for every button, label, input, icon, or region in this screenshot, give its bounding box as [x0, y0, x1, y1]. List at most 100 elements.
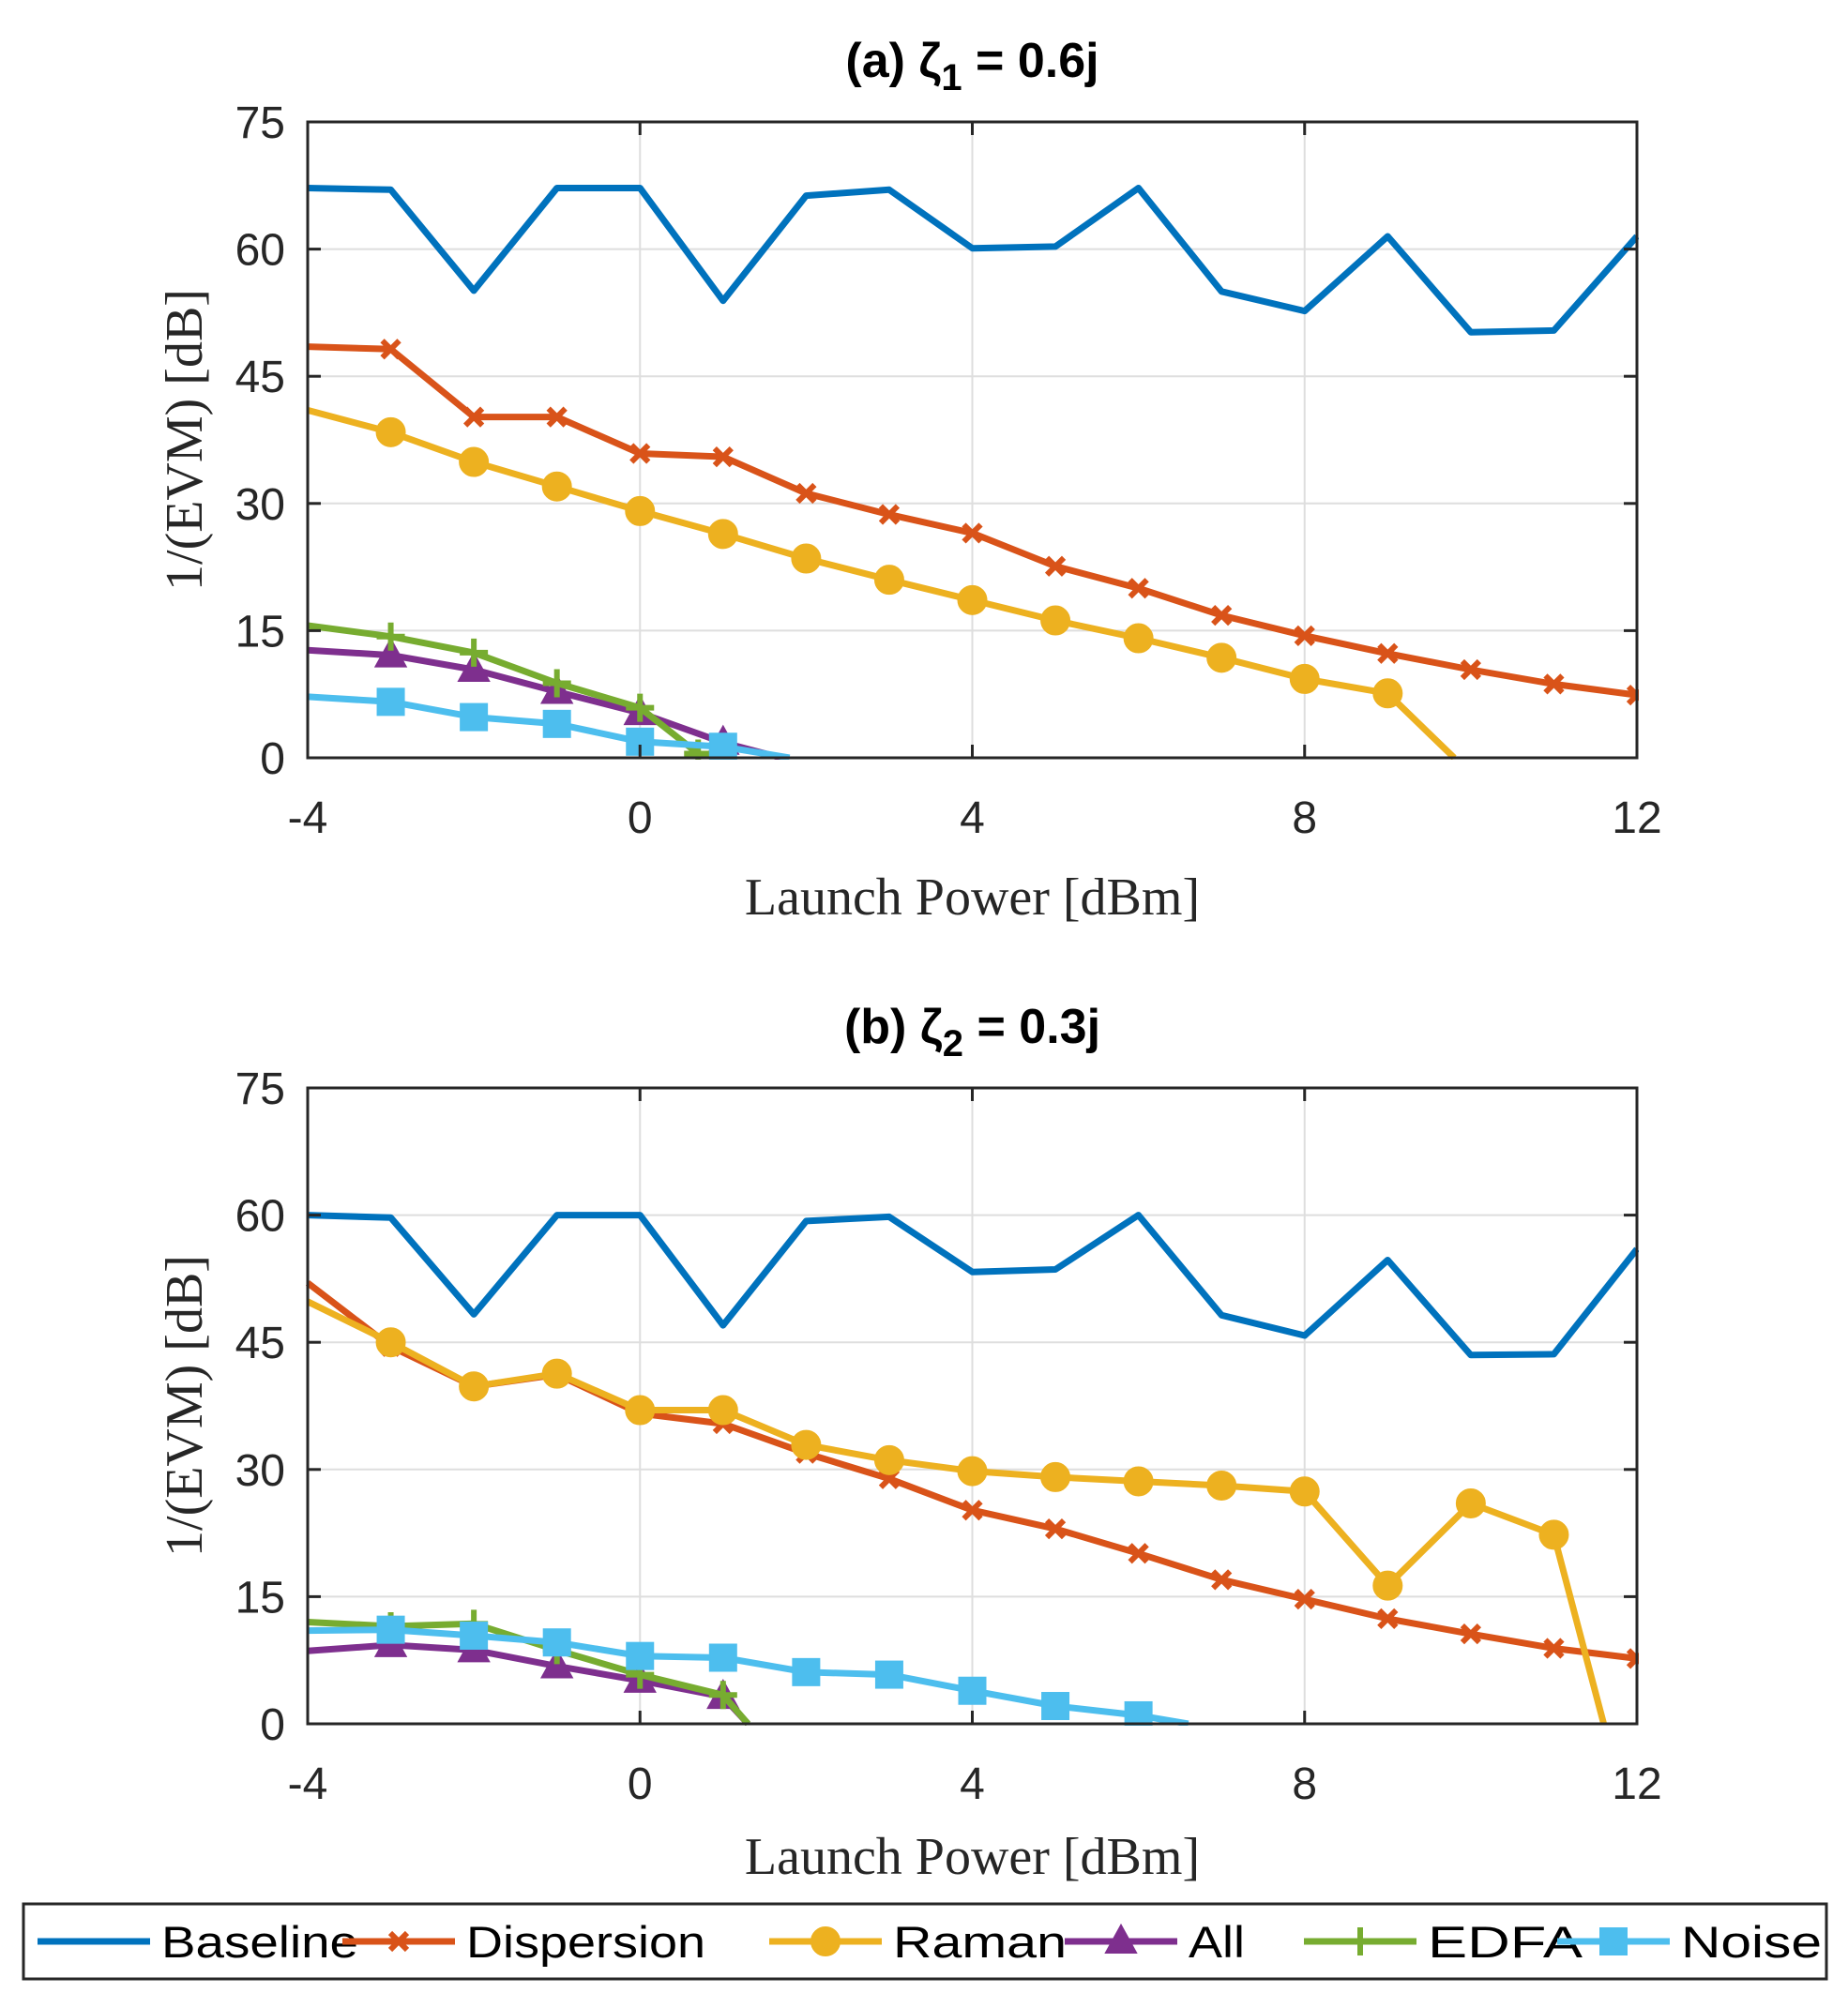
- marker-dispersion: [1460, 658, 1482, 681]
- marker-raman: [1289, 1476, 1320, 1507]
- marker-raman: [459, 446, 490, 477]
- y-tick-label: 60: [235, 226, 285, 276]
- marker-raman: [957, 584, 988, 615]
- marker-raman: [541, 471, 572, 502]
- legend-label-baseline: Baseline: [161, 1917, 358, 1967]
- marker-dispersion: [1294, 625, 1315, 646]
- marker-edfa: [460, 638, 489, 667]
- x-axis-label: Launch Power [dBm]: [745, 1828, 1200, 1886]
- y-axis-label: 1/(EVM) [dB]: [156, 289, 214, 591]
- marker-noise: [958, 1676, 987, 1705]
- legend-marker-edfa: [1346, 1927, 1374, 1955]
- marker-noise: [376, 1615, 405, 1644]
- marker-all: [457, 651, 491, 682]
- legend-label-raman: Raman: [893, 1917, 1067, 1967]
- marker-edfa: [626, 693, 655, 722]
- series-line-baseline: [307, 185, 1639, 336]
- legend-label-all: All: [1189, 1917, 1245, 1967]
- marker-raman: [873, 1444, 904, 1475]
- y-tick-label: 30: [235, 480, 285, 530]
- marker-raman: [791, 1429, 822, 1460]
- marker-dispersion: [878, 504, 901, 525]
- legend-entry-dispersion: Dispersion: [342, 1917, 705, 1967]
- marker-dispersion: [1044, 1517, 1067, 1540]
- marker-raman: [1123, 1466, 1154, 1497]
- series-group: [306, 1212, 1639, 1726]
- marker-raman: [375, 416, 406, 447]
- marker-noise: [708, 1643, 737, 1672]
- marker-raman: [707, 519, 738, 550]
- marker-noise: [542, 1628, 571, 1657]
- marker-dispersion: [380, 339, 401, 360]
- legend-entry-edfa: EDFA: [1304, 1917, 1583, 1967]
- legend-label-dispersion: Dispersion: [466, 1917, 705, 1967]
- series-line-baseline: [307, 1212, 1639, 1359]
- marker-raman: [1289, 663, 1320, 694]
- marker-noise: [376, 687, 405, 717]
- x-tick-label: 4: [960, 793, 985, 843]
- marker-dispersion: [1377, 1608, 1399, 1630]
- marker-dispersion: [1377, 642, 1399, 664]
- marker-edfa: [376, 622, 405, 651]
- y-tick-label: 75: [235, 1064, 285, 1114]
- x-tick-label: -4: [288, 793, 328, 843]
- marker-edfa: [542, 669, 571, 698]
- marker-raman: [1455, 1487, 1486, 1518]
- legend-entry-all: All: [1065, 1917, 1245, 1967]
- marker-all: [373, 637, 408, 668]
- marker-dispersion: [962, 522, 983, 544]
- x-tick-label: 8: [1292, 1759, 1317, 1809]
- marker-raman: [1206, 642, 1237, 673]
- y-tick-label: 45: [235, 1319, 285, 1368]
- y-tick-label: 0: [260, 734, 285, 784]
- marker-raman: [459, 1371, 490, 1402]
- x-tick-label: 4: [960, 1759, 985, 1809]
- marker-dispersion: [712, 445, 734, 468]
- x-tick-label: 12: [1612, 1759, 1661, 1809]
- marker-noise: [1041, 1692, 1070, 1721]
- legend-marker-all: [1104, 1923, 1138, 1954]
- legend-entry-baseline: Baseline: [38, 1917, 358, 1967]
- marker-dispersion: [1128, 578, 1149, 599]
- marker-dispersion: [1211, 605, 1233, 627]
- marker-noise: [792, 1657, 821, 1686]
- marker-raman: [873, 565, 904, 596]
- marker-raman: [541, 1358, 572, 1389]
- x-tick-label: 0: [628, 793, 653, 843]
- y-tick-label: 0: [260, 1700, 285, 1750]
- marker-raman: [1123, 623, 1154, 654]
- marker-raman: [707, 1395, 738, 1426]
- marker-noise: [626, 1641, 655, 1670]
- marker-raman: [1372, 678, 1403, 709]
- x-axis-label: Launch Power [dBm]: [745, 868, 1200, 927]
- marker-dispersion: [1294, 1588, 1315, 1610]
- legend-marker-raman: [810, 1926, 841, 1956]
- y-tick-label: 15: [235, 1573, 285, 1623]
- y-axis-label: 1/(EVM) [dB]: [156, 1255, 214, 1557]
- marker-noise: [1124, 1700, 1153, 1726]
- marker-dispersion: [1211, 1569, 1233, 1591]
- marker-raman: [1538, 1519, 1569, 1550]
- x-tick-label: 0: [628, 1759, 653, 1809]
- marker-noise: [708, 732, 737, 760]
- marker-dispersion: [546, 406, 568, 428]
- y-tick-label: 15: [235, 607, 285, 657]
- series-group: [307, 185, 1639, 760]
- marker-raman: [1040, 605, 1071, 636]
- x-tick-label: 12: [1612, 793, 1661, 843]
- marker-raman: [1040, 1461, 1071, 1492]
- legend-label-noise: Noise: [1681, 1917, 1822, 1967]
- marker-dispersion: [962, 1500, 983, 1521]
- x-tick-label: 8: [1292, 793, 1317, 843]
- marker-noise: [460, 702, 489, 732]
- marker-dispersion: [463, 406, 485, 428]
- legend: Baseline Dispersion Raman All EDFA Noise: [22, 1902, 1828, 1981]
- x-tick-label: -4: [288, 1759, 328, 1809]
- marker-raman: [625, 1395, 656, 1426]
- marker-noise: [460, 1621, 489, 1650]
- marker-dispersion: [795, 482, 817, 505]
- marker-dispersion: [1128, 1543, 1149, 1564]
- marker-dispersion: [1044, 555, 1067, 577]
- marker-raman: [375, 1327, 406, 1358]
